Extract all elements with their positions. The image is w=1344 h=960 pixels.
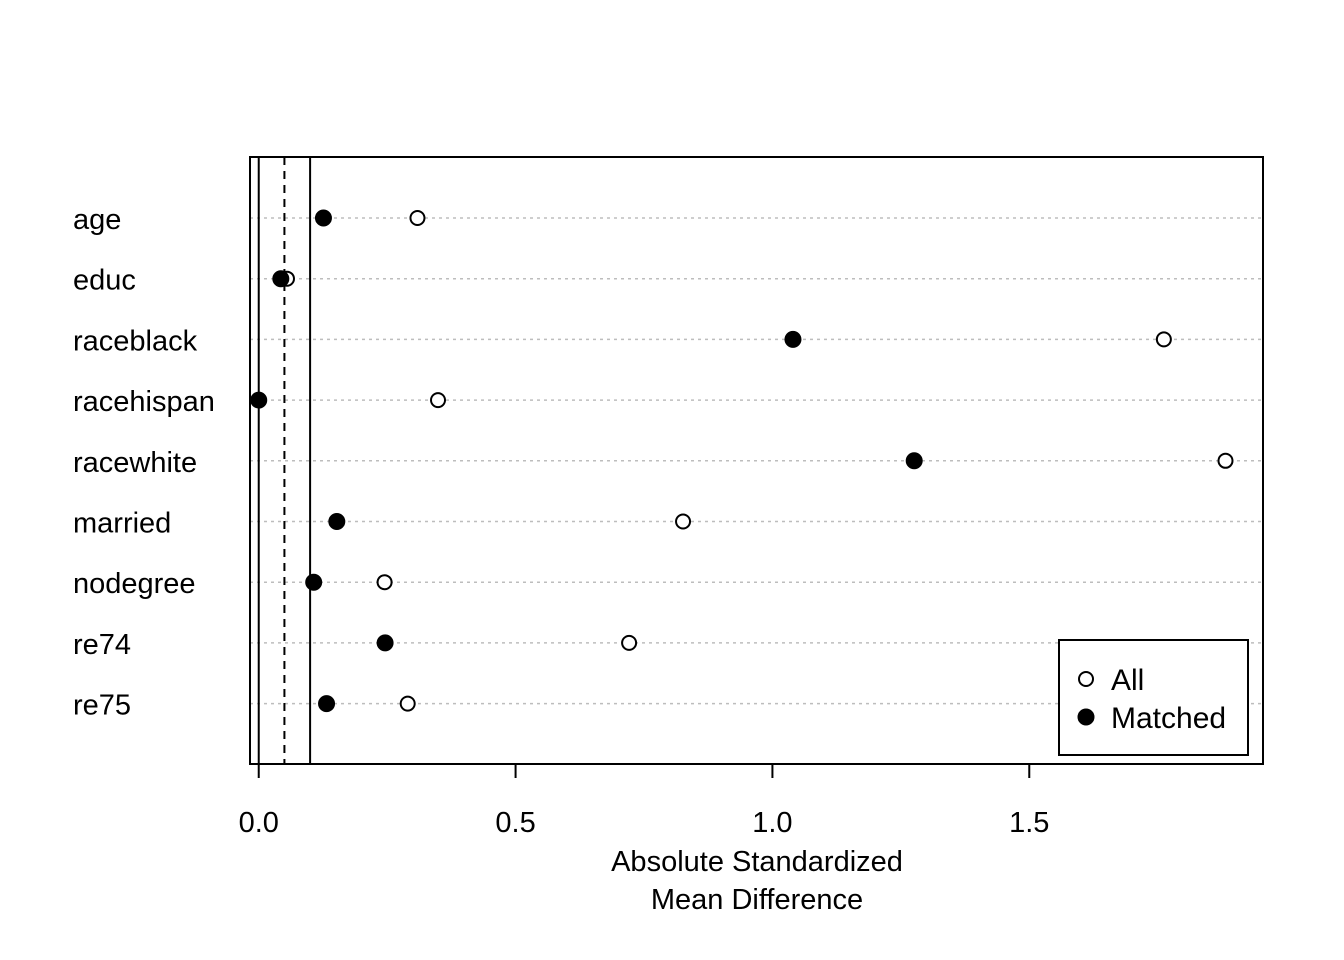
category-label-married: married [73, 508, 171, 540]
x-tick-label-0: 0.0 [239, 807, 279, 839]
category-label-educ: educ [73, 265, 136, 297]
legend-label-all: All [1111, 664, 1144, 697]
point-all-racewhite [1217, 452, 1234, 469]
grid-lines [250, 217, 1263, 705]
point-matched-re75 [318, 695, 336, 713]
point-matched-re74 [376, 634, 394, 652]
x-axis-title-line-2: Mean Difference [651, 884, 863, 916]
category-label-raceblack: raceblack [73, 325, 198, 357]
reference-lines [257, 157, 312, 764]
point-all-racehispan [430, 392, 447, 409]
category-labels: age educ raceblack racehispan racewhite marri… [73, 204, 215, 722]
x-tick-label-1: 0.5 [495, 807, 535, 839]
legend: All Matched [1058, 639, 1249, 756]
category-label-racewhite: racewhite [73, 447, 197, 479]
x-axis: 0.0 0.5 1.0 1.5 [239, 763, 1049, 839]
category-label-racehispan: racehispan [73, 386, 215, 418]
point-matched-married [328, 513, 346, 530]
category-label-age: age [73, 204, 121, 236]
point-matched-age [314, 209, 332, 227]
point-all-re75 [399, 695, 416, 712]
category-label-re75: re75 [73, 690, 131, 722]
point-matched-racehispan [250, 391, 268, 409]
point-all-raceblack [1155, 331, 1172, 348]
point-matched-raceblack [784, 330, 802, 348]
point-all-age [409, 210, 426, 226]
point-all-married [675, 513, 692, 530]
x-axis-title-line-1: Absolute Standardized [611, 846, 903, 878]
category-label-re74: re74 [73, 629, 131, 661]
legend-marker-all [1078, 671, 1094, 687]
point-all-nodegree [376, 574, 393, 591]
point-all-re74 [621, 634, 638, 651]
point-matched-educ [272, 270, 290, 288]
x-tick-label-2: 1.0 [752, 807, 792, 839]
point-matched-racewhite [905, 452, 923, 470]
legend-label-matched: Matched [1111, 702, 1226, 735]
category-label-nodegree: nodegree [73, 568, 196, 600]
x-tick-label-3: 1.5 [1009, 807, 1049, 839]
legend-marker-matched [1077, 708, 1095, 726]
point-matched-nodegree [305, 573, 323, 591]
data-points [250, 209, 1234, 713]
legend-box [1058, 639, 1249, 756]
